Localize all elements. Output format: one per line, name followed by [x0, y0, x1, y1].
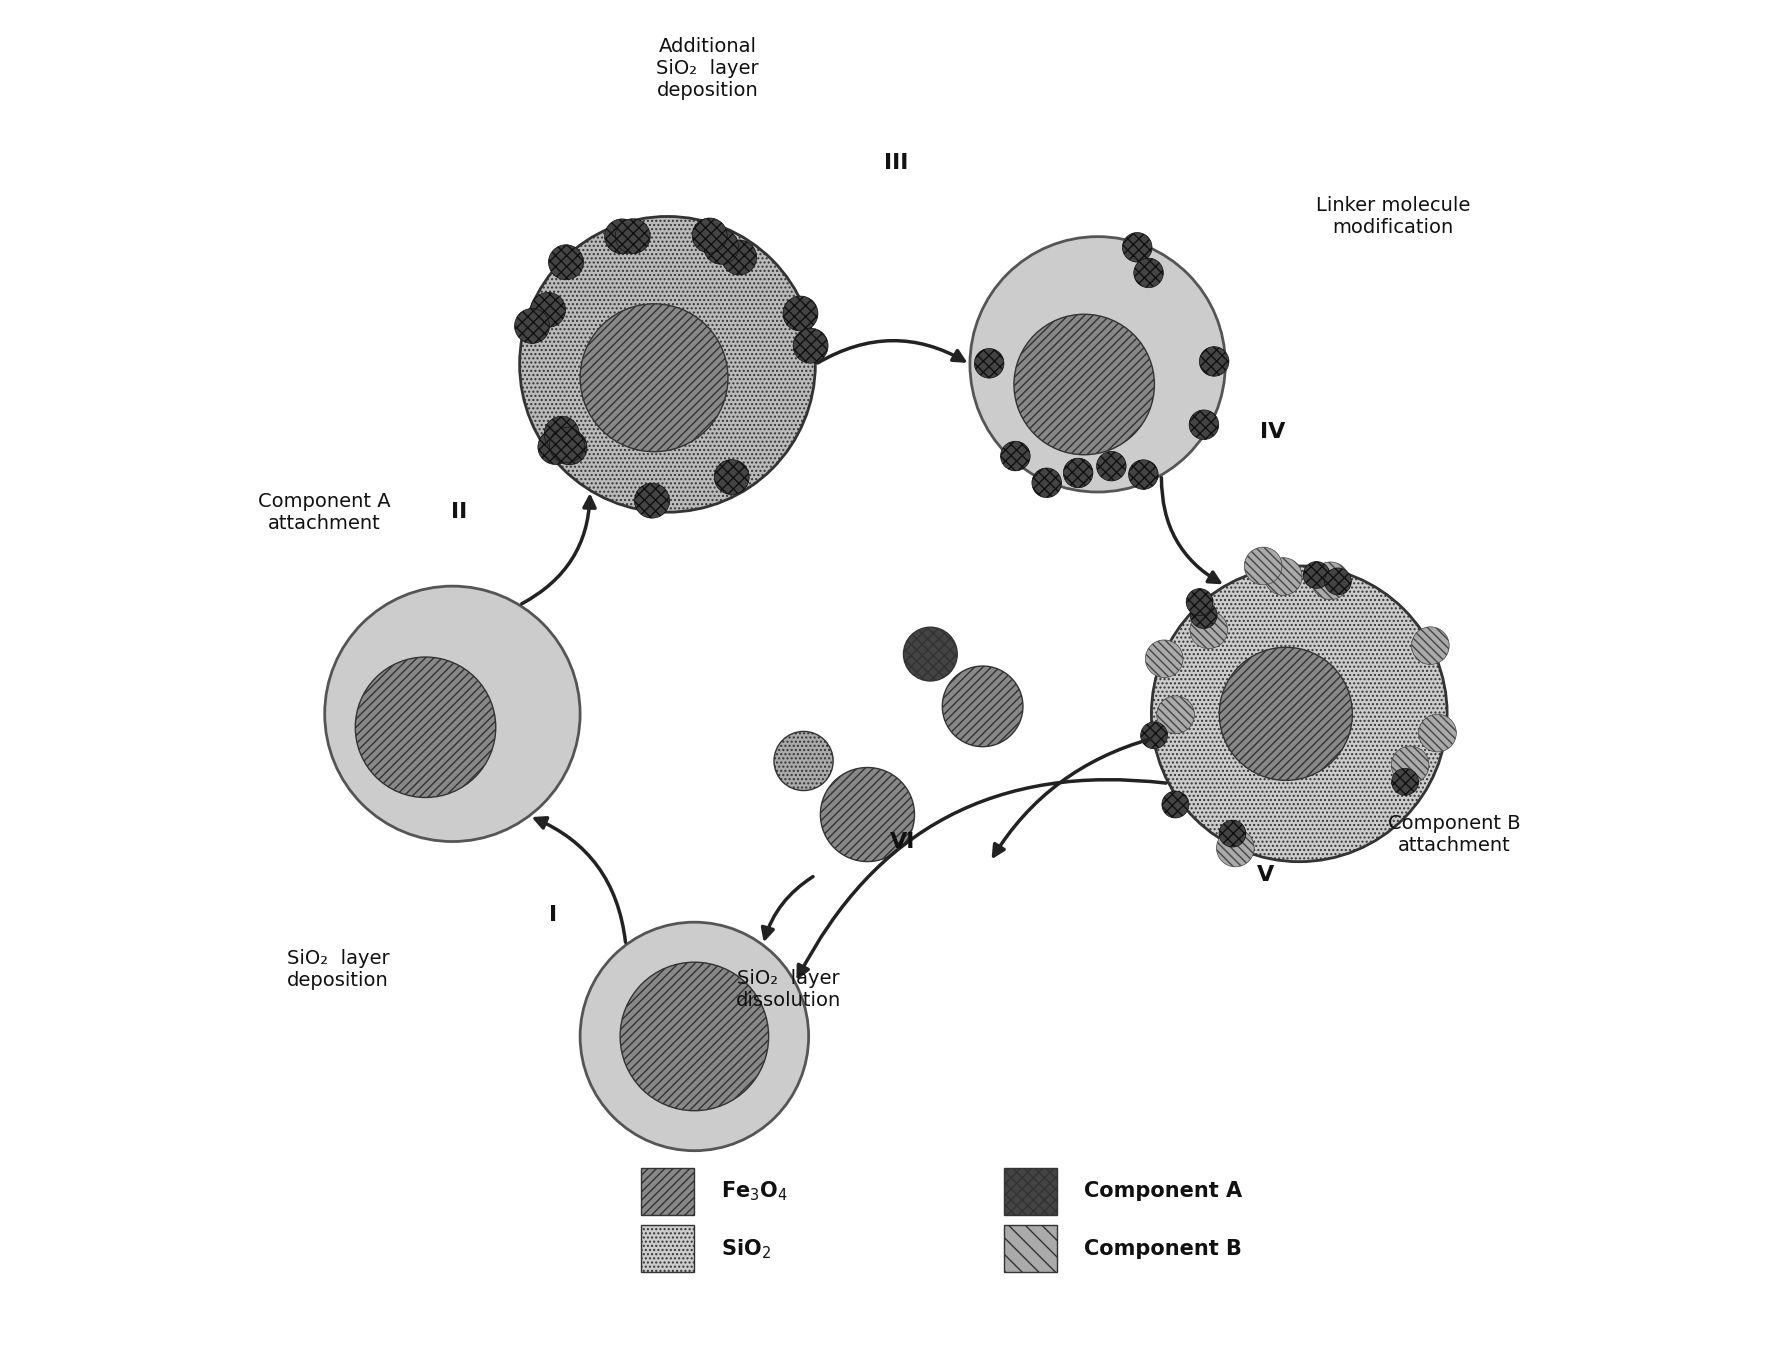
- Text: IV: IV: [1260, 422, 1285, 442]
- Circle shape: [530, 292, 566, 327]
- Circle shape: [581, 304, 728, 451]
- Circle shape: [1324, 568, 1351, 595]
- Circle shape: [1391, 746, 1428, 784]
- Circle shape: [1014, 314, 1154, 455]
- Circle shape: [324, 586, 581, 842]
- Circle shape: [1265, 558, 1303, 595]
- Circle shape: [1129, 459, 1158, 489]
- FancyBboxPatch shape: [640, 1168, 694, 1215]
- Circle shape: [821, 768, 914, 862]
- Circle shape: [552, 430, 588, 465]
- FancyBboxPatch shape: [1004, 1226, 1057, 1273]
- FancyArrowPatch shape: [1161, 478, 1220, 582]
- Circle shape: [969, 237, 1226, 492]
- FancyArrowPatch shape: [817, 341, 964, 362]
- FancyBboxPatch shape: [640, 1226, 694, 1273]
- Text: Component B: Component B: [1084, 1239, 1242, 1259]
- Circle shape: [1145, 640, 1183, 678]
- Circle shape: [704, 229, 738, 264]
- Circle shape: [1063, 458, 1093, 488]
- Circle shape: [1122, 233, 1152, 263]
- Circle shape: [692, 218, 728, 253]
- Circle shape: [1219, 820, 1245, 847]
- Circle shape: [1032, 467, 1061, 497]
- Circle shape: [1186, 589, 1213, 616]
- Circle shape: [1190, 602, 1217, 629]
- Text: Linker molecule
modification: Linker molecule modification: [1315, 195, 1471, 237]
- Text: I: I: [548, 905, 557, 925]
- Circle shape: [1217, 830, 1254, 866]
- Text: II: II: [452, 502, 468, 523]
- Circle shape: [1134, 259, 1163, 288]
- Circle shape: [774, 731, 833, 791]
- FancyArrowPatch shape: [993, 740, 1150, 855]
- FancyArrowPatch shape: [797, 780, 1167, 977]
- FancyArrowPatch shape: [521, 497, 595, 603]
- Circle shape: [715, 459, 749, 494]
- Text: Component B
attachment: Component B attachment: [1387, 815, 1520, 855]
- Circle shape: [1419, 714, 1457, 752]
- Circle shape: [1158, 696, 1195, 734]
- Circle shape: [975, 349, 1004, 379]
- Text: III: III: [883, 152, 909, 172]
- Circle shape: [355, 657, 496, 797]
- Circle shape: [615, 218, 650, 253]
- Circle shape: [514, 308, 550, 343]
- FancyBboxPatch shape: [1004, 1168, 1057, 1215]
- Circle shape: [794, 329, 828, 364]
- Circle shape: [1190, 409, 1219, 439]
- Circle shape: [783, 296, 817, 331]
- Circle shape: [1152, 566, 1448, 862]
- Circle shape: [545, 416, 579, 451]
- Circle shape: [520, 217, 815, 512]
- Circle shape: [1412, 626, 1450, 664]
- FancyArrowPatch shape: [763, 877, 814, 939]
- Circle shape: [604, 220, 640, 253]
- Text: SiO₂  layer
dissolution: SiO₂ layer dissolution: [737, 968, 840, 1010]
- FancyArrowPatch shape: [536, 818, 625, 943]
- Circle shape: [620, 962, 769, 1111]
- Circle shape: [538, 430, 573, 465]
- Text: VI: VI: [891, 831, 916, 851]
- Circle shape: [1142, 722, 1168, 749]
- Text: Component A
attachment: Component A attachment: [258, 492, 391, 532]
- Circle shape: [1219, 648, 1353, 780]
- Text: Additional
SiO₂  layer
deposition: Additional SiO₂ layer deposition: [656, 38, 760, 100]
- Text: SiO₂  layer
deposition: SiO₂ layer deposition: [287, 948, 389, 990]
- Text: V: V: [1256, 865, 1274, 885]
- Text: Component A: Component A: [1084, 1181, 1242, 1202]
- Circle shape: [1392, 768, 1419, 795]
- Circle shape: [1199, 346, 1229, 376]
- Circle shape: [581, 923, 808, 1150]
- Text: Fe$_3$O$_4$: Fe$_3$O$_4$: [720, 1179, 788, 1203]
- Text: SiO$_2$: SiO$_2$: [720, 1237, 771, 1261]
- Circle shape: [1312, 562, 1349, 599]
- Circle shape: [550, 427, 584, 462]
- Circle shape: [1303, 562, 1330, 589]
- Circle shape: [1097, 451, 1125, 481]
- Circle shape: [722, 240, 756, 275]
- Circle shape: [1161, 791, 1188, 818]
- Circle shape: [1000, 442, 1030, 471]
- Circle shape: [548, 245, 584, 280]
- Circle shape: [1190, 612, 1228, 649]
- Circle shape: [903, 628, 957, 682]
- Circle shape: [634, 484, 670, 519]
- Circle shape: [1244, 547, 1281, 585]
- Circle shape: [943, 665, 1023, 746]
